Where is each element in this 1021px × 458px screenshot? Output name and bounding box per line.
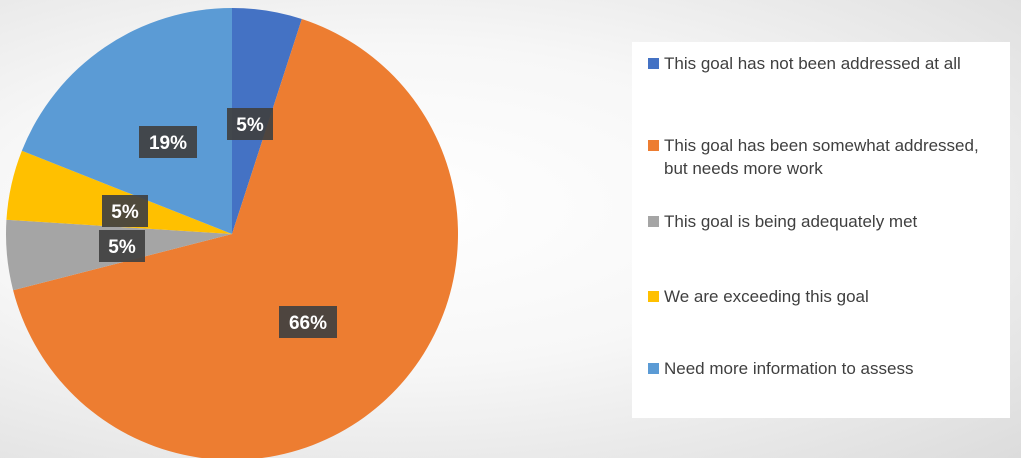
data-label-need-info: 19% <box>139 126 197 158</box>
data-label-box-not-addressed <box>227 108 273 140</box>
data-label-box-need-info <box>139 126 197 158</box>
legend-label-exceeding: We are exceeding this goal <box>664 287 869 306</box>
legend: This goal has not been addressed at all … <box>632 42 1010 418</box>
data-label-text-not-addressed: 5% <box>236 115 264 136</box>
legend-swatch-need-info <box>648 363 659 374</box>
data-label-exceeding: 5% <box>102 195 148 227</box>
pie-slice-exceeding <box>6 150 233 234</box>
data-label-box-exceeding <box>102 195 148 227</box>
data-label-adequately-met: 5% <box>99 230 145 262</box>
legend-swatch-not-addressed <box>648 58 659 69</box>
data-label-somewhat-addressed: 66% <box>279 306 337 338</box>
legend-item-not-addressed: This goal has not been addressed at all <box>648 52 1004 75</box>
data-label-box-adequately-met <box>99 230 145 262</box>
data-label-box-somewhat-addressed <box>279 306 337 338</box>
pie-data-labels: 5% 66% 5% 5% 19% <box>99 108 337 338</box>
legend-swatch-exceeding <box>648 291 659 302</box>
data-label-text-adequately-met: 5% <box>108 237 136 258</box>
legend-swatch-somewhat-addressed <box>648 140 659 151</box>
legend-label-adequately-met: This goal is being adequately met <box>664 212 918 231</box>
legend-label-need-info: Need more information to assess <box>664 359 914 378</box>
pie-slices <box>5 8 458 458</box>
legend-swatch-adequately-met <box>648 216 659 227</box>
data-label-not-addressed: 5% <box>227 108 273 140</box>
legend-label-somewhat-addressed: This goal has been somewhat addressed, b… <box>664 136 979 178</box>
legend-item-adequately-met: This goal is being adequately met <box>648 210 1004 233</box>
pie-slice-need-info <box>21 8 232 234</box>
legend-item-exceeding: We are exceeding this goal <box>648 285 1004 308</box>
pie-slice-somewhat-addressed <box>13 19 458 458</box>
legend-item-need-info: Need more information to assess <box>648 357 1004 380</box>
legend-item-somewhat-addressed: This goal has been somewhat addressed, b… <box>648 134 1004 180</box>
data-label-text-somewhat-addressed: 66% <box>289 313 327 334</box>
data-label-text-exceeding: 5% <box>111 202 139 223</box>
data-label-text-need-info: 19% <box>149 133 187 154</box>
legend-label-not-addressed: This goal has not been addressed at all <box>664 54 961 73</box>
